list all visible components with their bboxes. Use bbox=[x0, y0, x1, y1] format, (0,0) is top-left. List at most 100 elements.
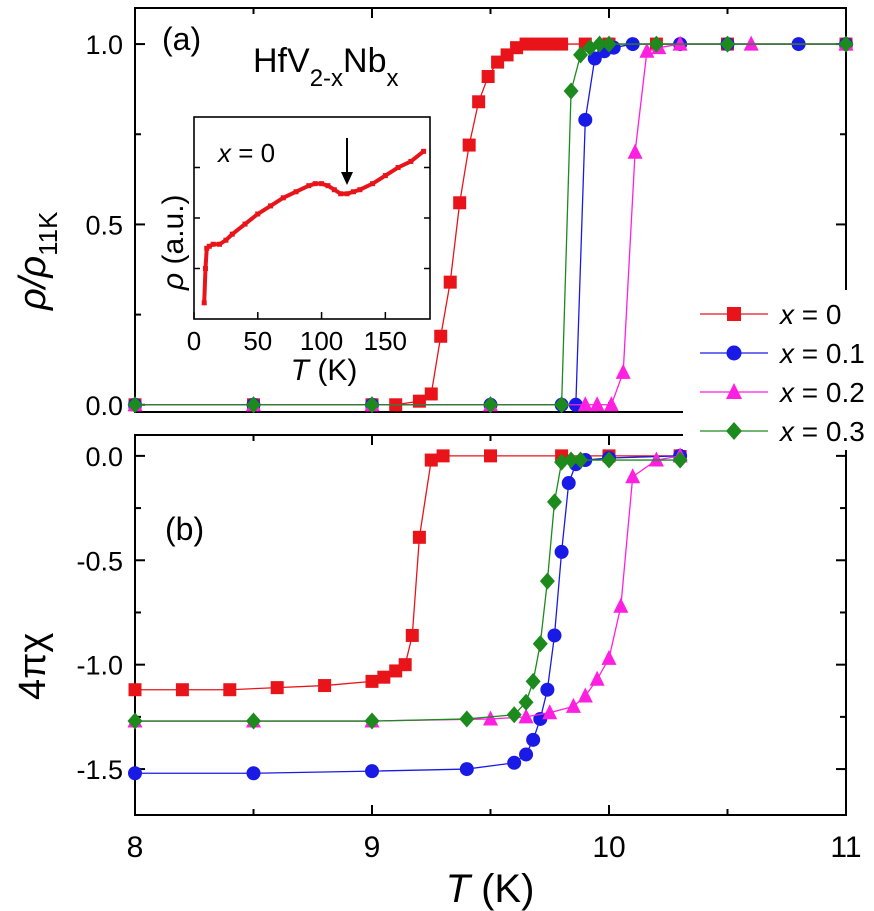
inset-data-point bbox=[357, 187, 363, 193]
legend-label: x = 0.2 bbox=[778, 377, 865, 408]
data-point bbox=[483, 396, 498, 414]
inset-x-tick-label: 0 bbox=[187, 326, 201, 356]
panel-b-series bbox=[127, 447, 688, 781]
data-point bbox=[506, 706, 522, 724]
inset-data-point bbox=[344, 191, 350, 197]
data-point bbox=[483, 710, 498, 726]
x-axis-label: T (K) bbox=[446, 867, 535, 911]
y-tick-label: -1.0 bbox=[76, 651, 123, 681]
data-point bbox=[573, 46, 589, 64]
legend-marker bbox=[726, 383, 742, 399]
series-square bbox=[128, 449, 687, 697]
inset-data-point bbox=[325, 183, 331, 189]
legend-entry: x = 0 bbox=[700, 299, 841, 330]
y-tick-label: -0.5 bbox=[76, 546, 123, 576]
data-point bbox=[554, 453, 570, 471]
data-point bbox=[543, 37, 557, 51]
inset-arrow bbox=[341, 138, 353, 185]
panel-b-frame bbox=[134, 434, 847, 816]
data-point bbox=[246, 712, 261, 730]
y-tick-label: 0.0 bbox=[85, 442, 123, 472]
inset-data-point bbox=[319, 181, 325, 187]
inset-data-point bbox=[293, 189, 299, 195]
compound-formula: HfV2-xNbx bbox=[253, 42, 399, 92]
series-diamond bbox=[127, 451, 688, 730]
inset-data-point bbox=[210, 241, 216, 247]
legend-background bbox=[683, 290, 874, 450]
x-tick-label: 11 bbox=[830, 831, 861, 864]
inset-data-point bbox=[350, 189, 356, 195]
legend-entry: x = 0.3 bbox=[700, 416, 865, 447]
data-point bbox=[587, 51, 602, 66]
data-point bbox=[462, 138, 476, 152]
data-point bbox=[532, 635, 548, 653]
data-point bbox=[555, 37, 569, 51]
y-tick-label: 0.0 bbox=[85, 391, 123, 421]
data-point bbox=[405, 628, 419, 642]
inset-data-point bbox=[202, 266, 208, 271]
data-point bbox=[554, 396, 570, 414]
data-point bbox=[554, 544, 569, 559]
data-point bbox=[565, 697, 581, 713]
legend-marker bbox=[726, 345, 742, 361]
inset-plot: 0 50 100 150 x = 0 ρ (a.u.) T (K) bbox=[157, 116, 431, 387]
data-point bbox=[223, 683, 237, 697]
inset-series-label: x = 0 bbox=[216, 138, 275, 168]
data-point bbox=[563, 82, 579, 100]
data-point bbox=[519, 37, 533, 51]
panel-a-label: (a) bbox=[162, 21, 201, 57]
legend: x = 0 x = 0.1 x = 0.2 x = 0.3 bbox=[700, 299, 865, 447]
inset-data-point bbox=[338, 191, 344, 197]
inset-data-point bbox=[255, 211, 261, 217]
inset-x-tick-label: 100 bbox=[300, 326, 343, 356]
inset-data-point bbox=[242, 221, 248, 227]
data-point bbox=[592, 35, 608, 53]
data-point bbox=[318, 679, 332, 693]
data-point bbox=[436, 449, 450, 463]
inset-data-point bbox=[280, 195, 286, 201]
data-point bbox=[175, 683, 189, 697]
series-triangle bbox=[127, 447, 688, 728]
data-point bbox=[412, 530, 426, 544]
data-point bbox=[424, 387, 438, 401]
data-point bbox=[601, 451, 617, 469]
legend-entry: x = 0.1 bbox=[700, 338, 865, 369]
data-point bbox=[547, 628, 562, 643]
inset-data-point bbox=[370, 181, 376, 187]
data-point bbox=[539, 572, 555, 590]
data-point bbox=[519, 747, 534, 762]
legend-entry: x = 0.2 bbox=[700, 377, 865, 408]
legend-label: x = 0.1 bbox=[778, 338, 865, 369]
data-point bbox=[540, 682, 555, 697]
series-line bbox=[135, 455, 681, 691]
data-point bbox=[246, 766, 261, 781]
data-point bbox=[377, 670, 391, 684]
inset-ylabel: ρ (a.u.) bbox=[157, 194, 190, 291]
data-point bbox=[603, 396, 619, 412]
data-point bbox=[365, 674, 379, 688]
data-point bbox=[648, 35, 664, 53]
data-point bbox=[561, 476, 576, 491]
inset-x-tick-label: 150 bbox=[364, 326, 407, 356]
inset-data-point bbox=[331, 187, 337, 193]
y-tick-label: 0.5 bbox=[85, 210, 123, 240]
inset-x-tick-label: 50 bbox=[243, 326, 272, 356]
data-point bbox=[531, 37, 545, 51]
data-point bbox=[412, 394, 426, 408]
data-point bbox=[625, 468, 641, 484]
data-point bbox=[398, 658, 412, 672]
data-point bbox=[672, 35, 688, 51]
legend-label: x = 0 bbox=[778, 299, 841, 330]
data-point bbox=[672, 451, 688, 469]
data-point bbox=[573, 451, 589, 469]
data-point bbox=[518, 693, 534, 711]
inset-data-point bbox=[382, 173, 388, 179]
x-tick-label: 8 bbox=[127, 831, 144, 864]
inset-data-point bbox=[408, 158, 414, 164]
data-point bbox=[526, 732, 541, 747]
data-point bbox=[364, 712, 380, 730]
y-tick-label: 1.0 bbox=[85, 30, 123, 60]
data-point bbox=[627, 143, 643, 159]
data-point bbox=[518, 708, 534, 724]
